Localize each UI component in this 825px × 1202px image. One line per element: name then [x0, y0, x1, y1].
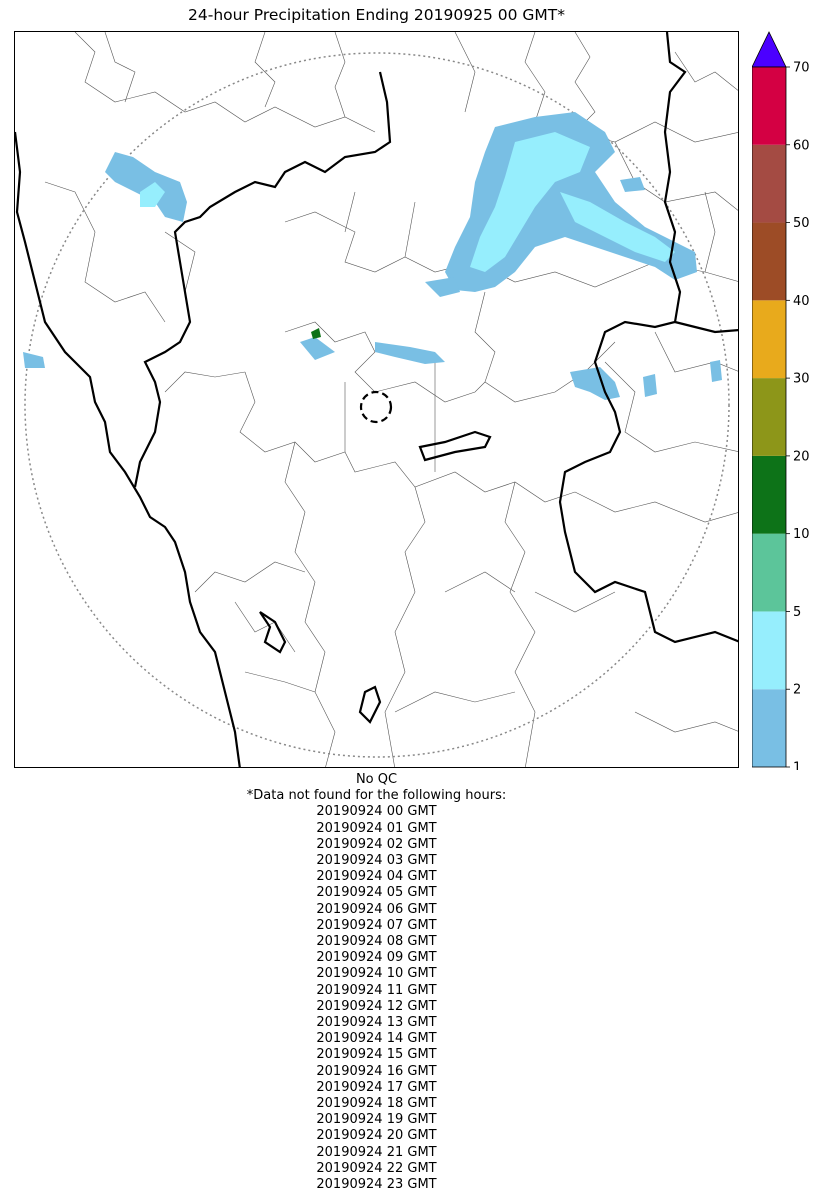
missing-hour-item: 20190924 01 GMT — [316, 820, 437, 836]
missing-hour-item: 20190924 15 GMT — [316, 1047, 437, 1063]
notes: No QC *Data not found for the following … — [14, 772, 739, 1193]
radar-map — [14, 31, 739, 768]
missing-hour-item: 20190924 11 GMT — [316, 982, 437, 998]
radar-range-ring — [24, 52, 730, 758]
colorbar-tick-label: 2 — [793, 683, 801, 698]
missing-hour-item: 20190924 18 GMT — [316, 1096, 437, 1112]
colorbar: 1 2 5 10 20 30 40 50 60 70 — [751, 30, 812, 776]
colorbar-tick-label: 5 — [793, 605, 801, 620]
qc-label: No QC — [355, 772, 398, 787]
missing-hours-list: 20190924 00 GMT 20190924 01 GMT 20190924 0… — [14, 804, 739, 1193]
precip-cell-2 — [620, 177, 645, 192]
colorbar-segment — [752, 144, 786, 223]
missing-hour-item: 20190924 07 GMT — [316, 917, 437, 933]
precip-northeast-tail — [560, 192, 675, 262]
colorbar-svg: 1 2 5 10 20 30 40 50 60 70 — [751, 31, 810, 776]
colorbar-tick-label: 60 — [793, 138, 810, 153]
missing-hour-item: 20190924 19 GMT — [316, 1112, 437, 1128]
colorbar-tick-label: 50 — [793, 216, 810, 231]
precip-cell-heavy — [311, 328, 321, 339]
missing-hour-item: 20190924 04 GMT — [316, 869, 437, 885]
colorbar-tick-label: 70 — [793, 61, 810, 76]
missing-hour-item: 20190924 12 GMT — [316, 998, 437, 1014]
missing-hour-item: 20190924 09 GMT — [316, 950, 437, 966]
chart-title: 24-hour Precipitation Ending 20190925 00… — [188, 6, 565, 24]
precip-northwest — [105, 152, 187, 222]
colorbar-segment — [752, 611, 786, 690]
missing-hour-item: 20190924 14 GMT — [316, 1031, 437, 1047]
colorbar-segment — [752, 300, 786, 379]
colorbar-segment — [752, 222, 786, 301]
colorbar-tick-label: 1 — [793, 761, 801, 771]
colorbar-tick-label: 40 — [793, 294, 810, 309]
state-border-east — [558, 32, 738, 644]
precipitation-areas — [23, 112, 722, 400]
lake-outline-2 — [358, 685, 382, 724]
district-boundaries — [44, 32, 738, 767]
precip-northeast-core — [470, 132, 590, 272]
state-border-west — [133, 71, 392, 488]
reservoir-outline — [418, 430, 492, 462]
precip-scatter-2 — [375, 342, 445, 364]
radar-site-marker — [359, 390, 393, 424]
colorbar-segment — [752, 67, 786, 145]
missing-hour-item: 20190924 16 GMT — [316, 1063, 437, 1079]
state-boundaries — [15, 32, 738, 767]
missing-hour-item: 20190924 05 GMT — [316, 885, 437, 901]
missing-hour-item: 20190924 10 GMT — [316, 966, 437, 982]
missing-hour-item: 20190924 08 GMT — [316, 934, 437, 950]
precip-cell-1 — [425, 277, 460, 297]
precip-northwest-core — [140, 182, 165, 207]
precip-east-cell-3 — [710, 360, 722, 382]
precip-west-edge — [23, 352, 45, 368]
colorbar-extend-arrow — [751, 31, 787, 68]
precip-scatter-1 — [300, 337, 335, 360]
missing-hour-item: 20190924 22 GMT — [316, 1160, 437, 1176]
precip-east-cell — [570, 367, 620, 400]
colorbar-tick-label: 10 — [793, 527, 810, 542]
colorbar-segment — [752, 455, 786, 534]
colorbar-outline — [751, 66, 787, 768]
missing-hour-item: 20190924 02 GMT — [316, 836, 437, 852]
colorbar-tick-label: 20 — [793, 449, 810, 464]
colorbar-segment — [752, 533, 786, 612]
lake-outline — [259, 611, 287, 654]
missing-hour-item: 20190924 00 GMT — [316, 804, 437, 820]
missing-hour-item: 20190924 13 GMT — [316, 1015, 437, 1031]
missing-hour-item: 20190924 03 GMT — [316, 853, 437, 869]
colorbar-tick-label: 30 — [793, 372, 810, 387]
missing-hour-item: 20190924 06 GMT — [316, 901, 437, 917]
precip-east-cell-2 — [643, 374, 657, 397]
map-svg — [15, 32, 738, 767]
missing-hour-item: 20190924 21 GMT — [316, 1144, 437, 1160]
coastline — [15, 131, 241, 767]
colorbar-segment — [752, 689, 786, 767]
colorbar-segment — [752, 378, 786, 456]
missing-header: *Data not found for the following hours: — [246, 788, 507, 804]
missing-hour-item: 20190924 23 GMT — [316, 1177, 437, 1193]
missing-hour-item: 20190924 20 GMT — [316, 1128, 437, 1144]
missing-hour-item: 20190924 17 GMT — [316, 1079, 437, 1095]
